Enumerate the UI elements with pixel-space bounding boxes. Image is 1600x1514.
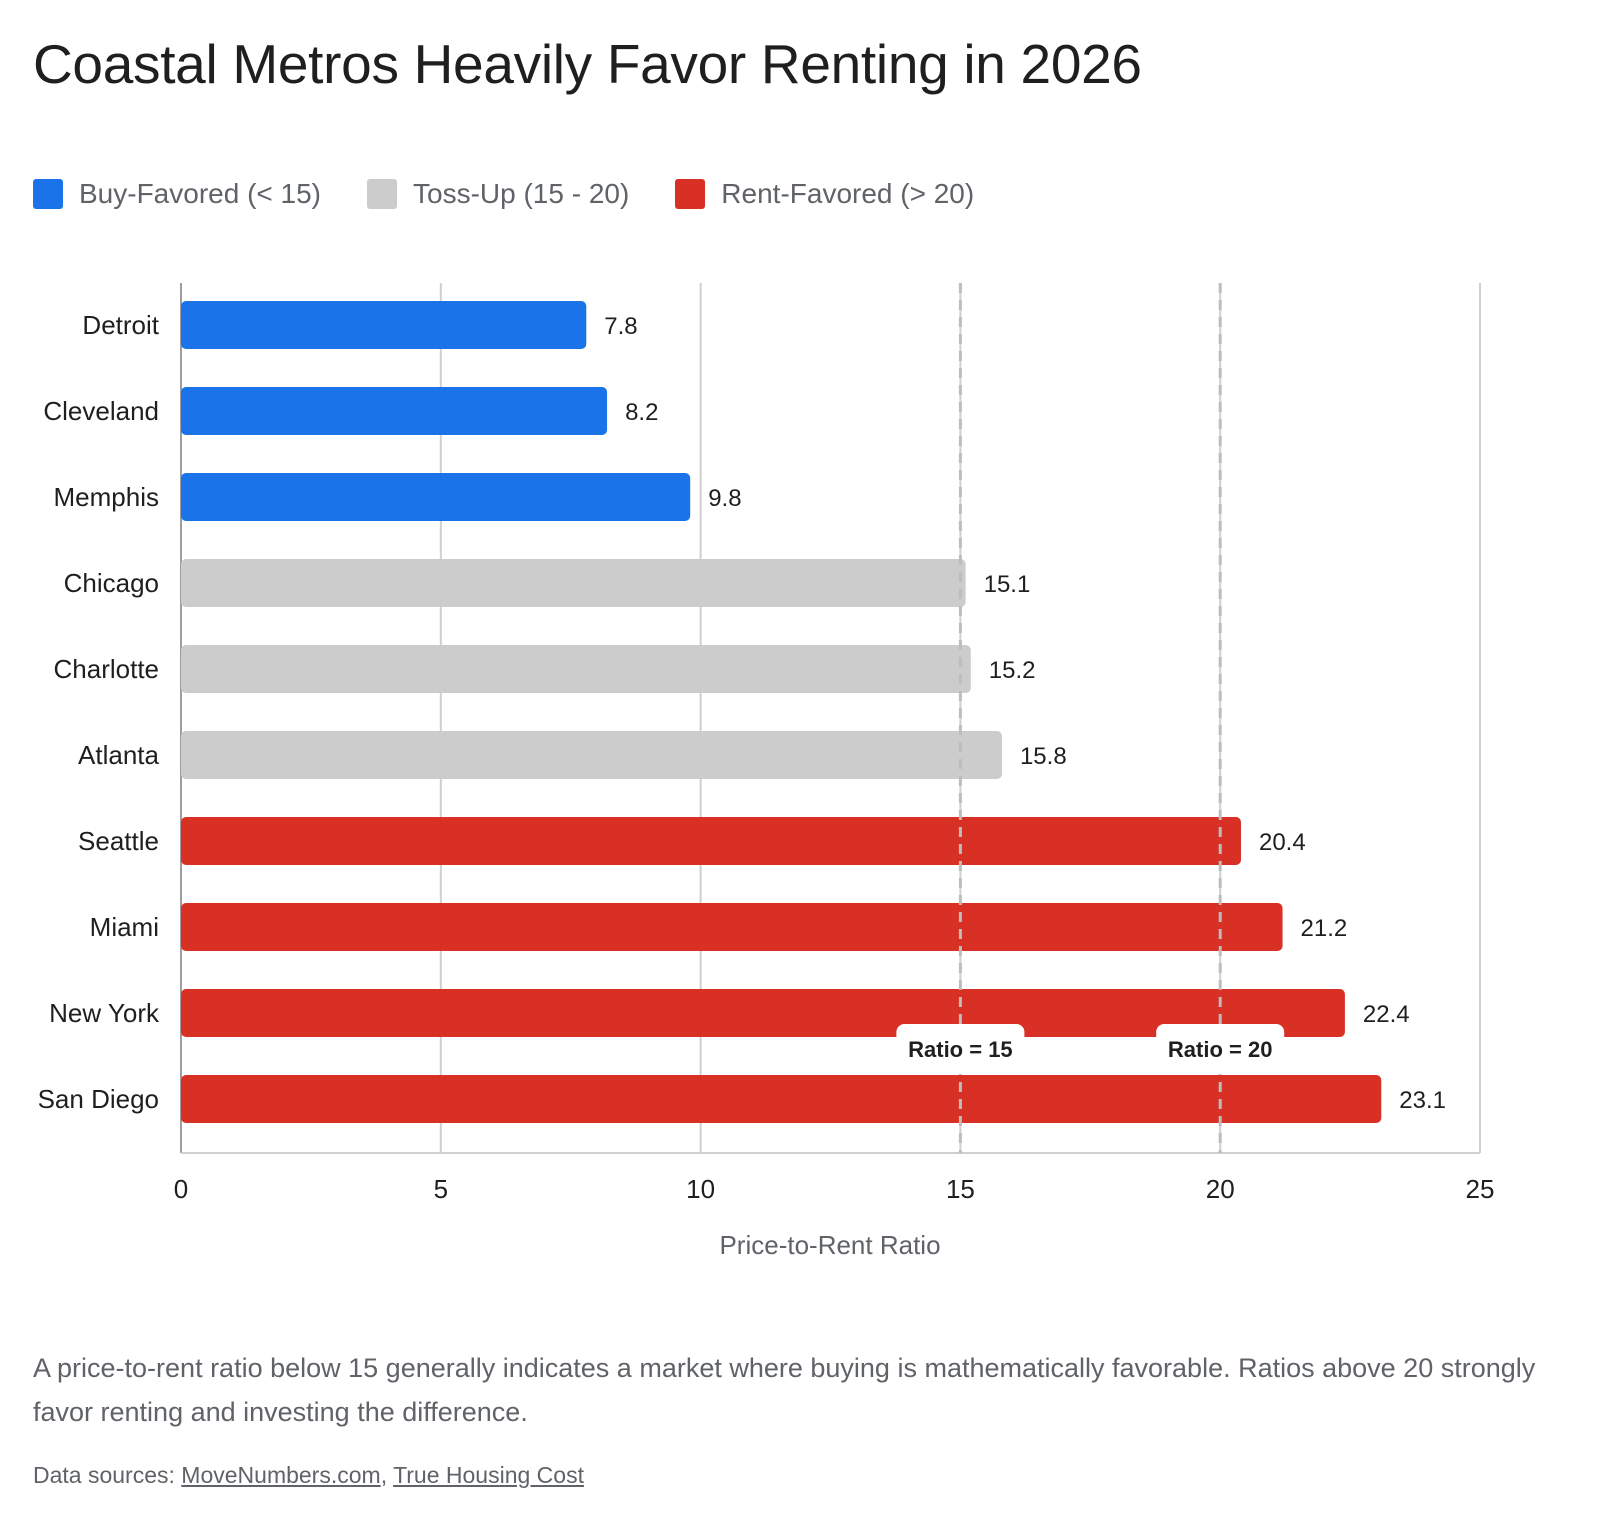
category-label: Charlotte [54, 654, 160, 684]
reference-label-box [896, 1024, 1025, 1074]
legend-label-toss-up: Toss-Up (15 - 20) [413, 178, 630, 209]
category-label: Atlanta [78, 740, 159, 770]
source-link-true-housing-cost[interactable]: True Housing Cost [393, 1462, 584, 1488]
chart-title: Coastal Metros Heavily Favor Renting in … [33, 33, 1142, 95]
legend-item-buy-favored: Buy-Favored (< 15) [33, 178, 321, 210]
bar [181, 989, 1345, 1037]
data-label: 15.2 [989, 657, 1036, 684]
data-label: 15.8 [1020, 743, 1067, 770]
bar [181, 387, 608, 435]
legend-label-buy-favored: Buy-Favored (< 15) [79, 178, 321, 209]
x-tick-label: 25 [1466, 1174, 1495, 1204]
legend-swatch-rent-favored [675, 179, 706, 209]
x-tick-label: 15 [946, 1174, 975, 1204]
data-label: 23.1 [1399, 1087, 1446, 1114]
legend-label-rent-favored: Rent-Favored (> 20) [721, 178, 975, 209]
data-label: 7.8 [604, 313, 637, 340]
sources-separator: , [380, 1462, 394, 1488]
category-label: San Diego [38, 1084, 159, 1114]
legend-swatch-toss-up [367, 179, 397, 209]
data-label: 22.4 [1363, 1001, 1410, 1028]
bar [181, 1075, 1382, 1123]
category-label: Memphis [54, 482, 159, 512]
data-label: 9.8 [708, 485, 741, 512]
reference-label-box [1156, 1024, 1285, 1074]
bar [181, 903, 1283, 951]
data-label: 8.2 [625, 399, 658, 426]
category-label: Chicago [64, 568, 159, 598]
bar [181, 473, 691, 521]
category-label: New York [49, 998, 160, 1028]
bar [181, 645, 971, 693]
bar [181, 731, 1002, 779]
x-tick-label: 0 [174, 1174, 188, 1204]
x-tick-label: 20 [1206, 1174, 1235, 1204]
data-label: 20.4 [1259, 829, 1306, 856]
sources-prefix: Data sources: [33, 1462, 182, 1488]
category-label: Cleveland [43, 396, 159, 426]
category-label: Detroit [82, 310, 159, 340]
bar-chart: Ratio = 15 Ratio = 20 0 5 10 15 20 25 Detroit 7.… [38, 283, 1495, 1260]
reference-label: Ratio = 20 [1168, 1037, 1273, 1062]
data-label: 21.2 [1301, 915, 1348, 942]
source-link-movenumbers[interactable]: MoveNumbers.com [181, 1462, 381, 1488]
bar-layer [181, 301, 1382, 1123]
x-axis-title: Price-to-Rent Ratio [719, 1230, 940, 1260]
legend-item-rent-favored: Rent-Favored (> 20) [675, 178, 974, 210]
legend-item-toss-up: Toss-Up (15 - 20) [367, 178, 629, 210]
x-tick-label: 10 [686, 1174, 715, 1204]
category-label: Seattle [78, 826, 159, 856]
legend: Buy-Favored (< 15) Toss-Up (15 - 20) Ren… [33, 174, 1020, 214]
data-sources: Data sources: MoveNumbers.com, True Hous… [33, 1462, 584, 1489]
data-label: 15.1 [984, 571, 1031, 598]
bar [181, 301, 587, 349]
label-layer: 0 5 10 15 20 25 Detroit 7.8 Cleveland 8.2 Memphis 9… [38, 310, 1495, 1204]
legend-swatch-buy-favored [33, 179, 63, 209]
reference-label: Ratio = 15 [908, 1037, 1013, 1062]
x-tick-label: 5 [434, 1174, 448, 1204]
bar [181, 817, 1241, 865]
bar [181, 559, 966, 607]
category-label: Miami [90, 912, 159, 942]
chart-note: A price-to-rent ratio below 15 generally… [33, 1353, 1536, 1427]
reference-line-layer: Ratio = 15 Ratio = 20 [896, 283, 1285, 1153]
